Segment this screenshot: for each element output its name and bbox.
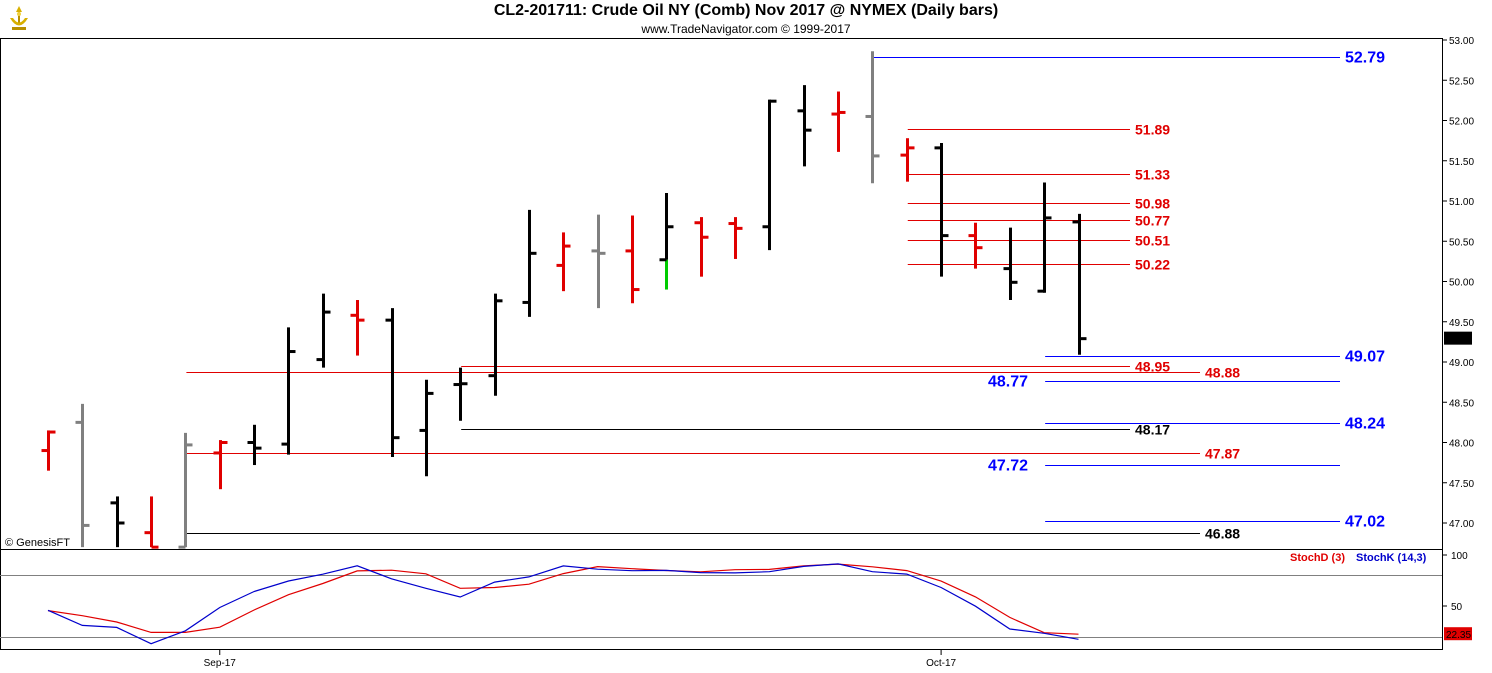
ohlc-bar [968,222,983,269]
price-tick-label: 49.00 [1449,358,1474,369]
level-label: 48.95 [1135,359,1170,375]
ohlc-bar [1003,227,1018,301]
level-label: 50.22 [1135,257,1170,273]
level-label: 51.33 [1135,167,1170,183]
chart-title: CL2-201711: Crude Oil NY (Comb) Nov 2017… [493,2,999,19]
ohlc-bar [659,192,674,290]
level-label: 50.51 [1135,233,1170,249]
copyright-text: www.TradeNavigator.com © 1999-2017 [641,22,851,36]
genesis-watermark: © GenesisFT [5,537,70,549]
ohlc-bar [831,91,846,152]
ohlc-bar [488,293,503,396]
ohlc-bar [41,430,56,471]
date-tick-label: Sep-17 [204,658,237,669]
level-label: 47.72 [988,458,1028,475]
price-tick-label: 50.00 [1449,278,1474,289]
ohlc-bar [110,496,125,548]
ohlc-bar [556,232,571,292]
ohlc-bar [1072,213,1087,355]
stoch-line [47,563,1079,645]
stochastic-series [47,563,1079,645]
level-label: 47.87 [1205,446,1240,462]
stoch-d-tag-bg [1444,627,1472,641]
ohlc-bar [694,217,709,277]
ohlc-bar [797,85,812,167]
last-price-tag-text: 49.29 [1446,335,1471,346]
stoch-d-tag-text: 22.35 [1446,630,1471,641]
level-label: 47.02 [1345,514,1385,531]
chart-header: CL2-201711: Crude Oil NY (Comb) Nov 2017… [0,0,1492,38]
price-tick-label: 51.00 [1449,197,1474,208]
ohlc-bar [1037,182,1052,293]
ohlc-bar [419,379,434,477]
ohlc-bar [934,143,949,277]
stoch-line [47,563,1079,635]
price-tick-label: 51.50 [1449,157,1474,168]
stoch-d-tag: 22.35 [1444,627,1472,641]
price-tick-label: 50.50 [1449,237,1474,248]
date-tick-label: Oct-17 [926,658,956,669]
ohlc-bar [728,217,743,259]
ohlc-bar [281,327,296,455]
legend-stochk: StochK (14,3) [1356,552,1427,564]
last-price-tag-bg [1444,331,1472,345]
chart-frame [0,38,1443,650]
stochastic-reference-lines [0,575,1442,638]
stoch-tick-label: 100 [1451,551,1468,562]
ohlc-bar [900,138,915,182]
stoch-tick-label: 50 [1451,602,1463,613]
ohlc-bar [591,214,606,309]
price-tick-label: 48.00 [1449,439,1474,450]
legend-stochd: StochD (3) [1290,552,1345,564]
ohlc-bar [350,300,365,356]
price-tick-label: 52.50 [1449,76,1474,87]
ohlc-bar [385,308,400,457]
ohlc-bar [178,432,193,549]
ohlc-bar [522,209,537,317]
ohlc-bar [762,99,777,251]
ohlc-bar [453,367,468,421]
ohlc-bars [41,51,1087,549]
level-label: 48.77 [988,374,1028,391]
level-label: 50.98 [1135,196,1170,212]
price-tick-label: 47.50 [1449,479,1474,490]
price-tick-label: 49.50 [1449,318,1474,329]
price-axis: 47.00 47.50 48.00 48.50 49.00 49.50 50.00 50.50… [1442,36,1474,530]
level-label: 52.79 [1345,50,1385,67]
last-price-tag: 49.29 [1444,331,1472,346]
plot-border [0,38,1443,650]
level-label: 48.17 [1135,422,1170,438]
level-label: 48.88 [1205,365,1240,381]
level-label: 49.07 [1345,349,1385,366]
stochastic-legend: StochD (3) StochK (14,3) [1290,552,1427,564]
date-axis: Sep-17 Oct-17 [204,650,957,669]
level-label: 46.88 [1205,526,1240,542]
price-tick-label: 52.00 [1449,117,1474,128]
ohlc-bar [75,403,90,548]
level-label: 51.89 [1135,122,1170,138]
ohlc-bar [213,440,228,490]
stochastic-axis: 50 100 [1442,551,1468,613]
trade-navigator-logo-icon [10,6,28,30]
level-label: 48.24 [1345,416,1385,433]
ohlc-bar [247,424,262,466]
ohlc-bar [144,496,159,549]
ohlc-bar [865,51,880,184]
price-tick-label: 47.00 [1449,519,1474,530]
price-tick-label: 53.00 [1449,36,1474,47]
ohlc-bar [625,215,640,304]
price-tick-label: 48.50 [1449,398,1474,409]
ohlc-bar [316,293,331,368]
level-label: 50.77 [1135,213,1170,229]
